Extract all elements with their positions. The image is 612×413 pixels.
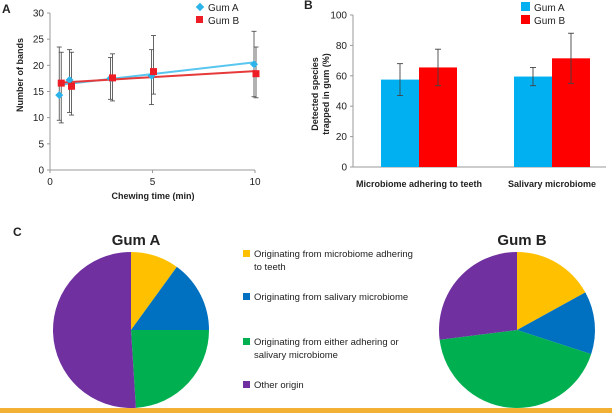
pie-legend-label-either-line1: Originating from either adhering or <box>254 337 399 348</box>
panel-a-xlabel: Chewing time (min) <box>112 191 195 201</box>
panel-a-x-ticks: 0 5 10 <box>47 170 261 188</box>
panel-b-y-ticks: 0 20 40 60 80 100 <box>330 11 353 174</box>
pie-gum-b-slice-other <box>439 252 517 340</box>
pie-legend-label-teeth-line1: Originating from microbiome adhering <box>254 249 413 260</box>
panel-a-points <box>55 60 260 100</box>
bottom-accent-bar <box>0 408 612 413</box>
legend-b-gum-a-label: Gum A <box>534 3 565 14</box>
panel-a-trendline-gum-b <box>60 70 256 84</box>
pie-gum-b-slice-teeth <box>517 252 586 330</box>
pie-gum-b-slice-either <box>439 330 592 409</box>
panel-b: B 0 20 40 60 80 100 Detected species trapped … <box>304 0 606 189</box>
legend-a-gum-b-label: Gum B <box>208 16 239 27</box>
panel-a-y-tick-label: 5 <box>38 139 44 150</box>
pie-legend-swatch-other <box>243 381 250 388</box>
panel-b-bars <box>381 58 590 167</box>
panel-a-point-gum-b <box>68 82 75 90</box>
panel-b-ylabel-line2: trapped in gum (%) <box>321 53 331 135</box>
pie-legend-label-other: Other origin <box>254 380 304 391</box>
panel-b-bar-gum-a <box>514 76 552 167</box>
panel-a-point-gum-b <box>252 70 260 78</box>
panel-a-label: A <box>2 2 11 16</box>
panel-b-label: B <box>304 0 313 12</box>
panel-a-y-ticks: 0 5 10 15 20 25 30 <box>33 9 50 177</box>
panel-a-legend: Gum A Gum B <box>195 2 239 27</box>
pie-gum-a-slice-teeth <box>131 252 177 330</box>
panel-b-y-tick-label: 60 <box>336 71 348 82</box>
panel-a-point-gum-b <box>150 68 157 76</box>
pie-gum-b-slice-salivary <box>517 292 595 355</box>
panel-b-y-tick-label: 80 <box>336 41 348 52</box>
panel-b-category-label: Microbiome adhering to teeth <box>356 179 482 189</box>
panel-a-point-gum-a <box>250 60 258 69</box>
pie-gum-a-slice-either <box>131 330 209 408</box>
pie-gum-a-title: Gum A <box>112 232 161 249</box>
panel-b-y-tick-label: 20 <box>336 132 348 143</box>
pie-gum-b <box>439 252 595 409</box>
panel-b-category-labels: Microbiome adhering to teeth Salivary mic… <box>356 179 596 189</box>
pie-gum-b-title: Gum B <box>497 232 546 249</box>
panel-b-y-tick-label: 40 <box>336 102 348 113</box>
legend-b-gum-b-swatch <box>521 15 530 24</box>
panel-a-trendlines <box>60 61 256 86</box>
pie-legend-label-teeth-line2: to teeth <box>254 262 286 273</box>
pie-legend-swatch-either <box>243 338 250 345</box>
legend-a-gum-b-marker <box>196 16 203 23</box>
pie-gum-a-slice-other <box>53 252 136 408</box>
pie-legend: Originating from microbiome adhering to … <box>243 249 413 391</box>
legend-a-gum-a-marker <box>195 2 205 12</box>
panel-b-legend: Gum A Gum B <box>521 2 565 27</box>
panel-a-y-tick-label: 0 <box>38 166 44 177</box>
panel-a-point-gum-b <box>57 79 65 87</box>
panel-a-point-gum-b <box>109 74 116 82</box>
panel-a-point-gum-a <box>65 75 74 84</box>
panel-a-x-tick-label: 10 <box>249 177 261 188</box>
panel-a-y-tick-label: 30 <box>33 9 45 20</box>
panel-c: C Gum A Gum B Originating from microbiom… <box>13 225 595 409</box>
panel-b-ylabel-line1: Detected species <box>310 57 320 131</box>
panel-a-y-tick-label: 10 <box>33 113 45 124</box>
panel-b-y-tick-label: 0 <box>341 163 347 174</box>
panel-a-x-tick-label: 0 <box>47 177 53 188</box>
panel-a-y-tick-label: 20 <box>33 61 45 72</box>
panel-a-point-gum-a <box>55 91 64 100</box>
panel-a-ylabel: Number of bands <box>15 38 25 112</box>
pie-legend-swatch-salivary <box>243 293 250 300</box>
panel-a-y-tick-label: 25 <box>33 35 45 46</box>
legend-b-gum-a-swatch <box>521 2 530 11</box>
panel-c-label: C <box>13 225 22 239</box>
panel-b-category-label: Salivary microbiome <box>508 179 596 189</box>
pie-legend-label-either-line2: salivary microbiome <box>254 350 338 361</box>
panel-a-axes <box>49 13 255 171</box>
panel-a-y-tick-label: 15 <box>33 87 45 98</box>
panel-b-error-bars <box>397 32 574 97</box>
panel-a-x-tick-label: 5 <box>150 177 156 188</box>
pie-gum-a <box>53 252 209 408</box>
pie-gum-a-slice-salivary <box>131 266 209 330</box>
pie-legend-label-salivary: Originating from salivary microbiome <box>254 292 408 303</box>
pie-legend-swatch-teeth <box>243 250 250 257</box>
panel-b-y-tick-label: 100 <box>330 11 347 22</box>
legend-a-gum-a-label: Gum A <box>208 3 239 14</box>
panel-a: A 0 5 10 15 20 25 30 0 5 10 Number of bands Chew… <box>2 2 261 201</box>
legend-b-gum-b-label: Gum B <box>534 16 565 27</box>
